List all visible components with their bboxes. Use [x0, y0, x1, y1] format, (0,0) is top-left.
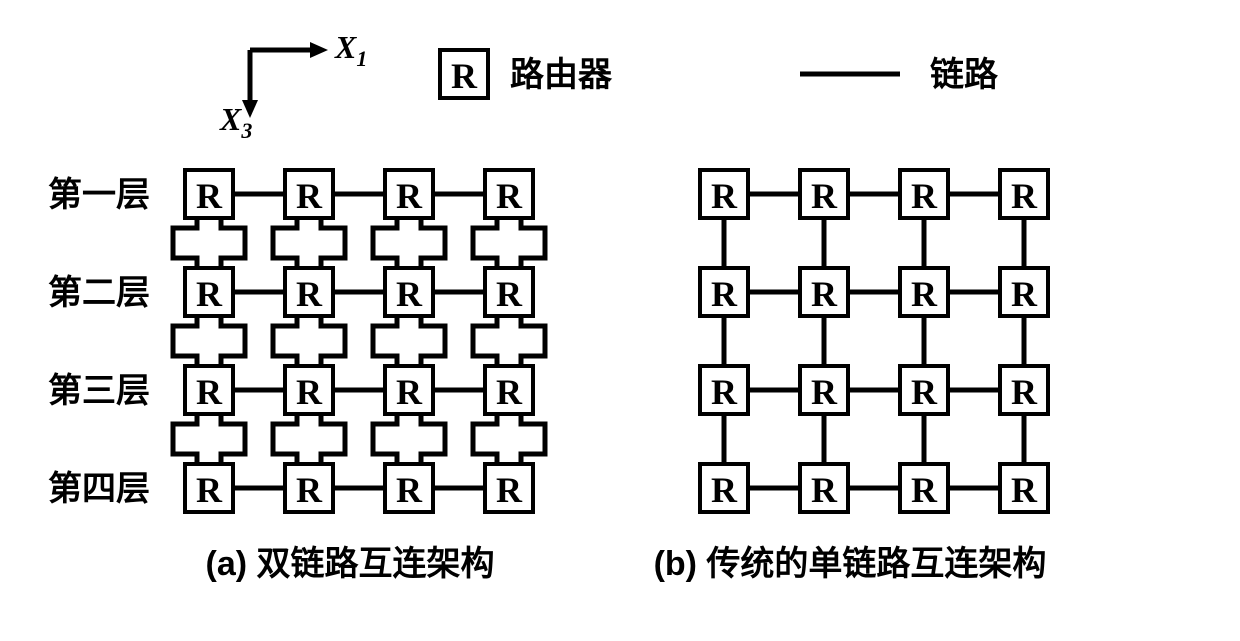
router-node-label: R	[296, 274, 323, 314]
v-link-left	[473, 316, 497, 366]
grid-a: R R R R R R R R R R R R R R R R	[173, 170, 545, 512]
legend-router-label: 路由器	[510, 56, 613, 94]
router-node-label: R	[396, 274, 423, 314]
router-node-label: R	[911, 176, 938, 216]
row-labels: 第一层 第二层 第三层 第四层	[48, 176, 150, 508]
row-label-2: 第二层	[48, 274, 150, 312]
axes-indicator: X1 X3	[219, 29, 367, 143]
router-node-label: R	[911, 470, 938, 510]
router-node-label: R	[396, 372, 423, 412]
router-node-label: R	[496, 470, 523, 510]
router-node-label: R	[396, 470, 423, 510]
row-label-3: 第三层	[48, 372, 150, 410]
legend-link-label: 链路	[930, 56, 999, 94]
router-node-label: R	[296, 470, 323, 510]
router-node-label: R	[296, 176, 323, 216]
router-node-label: R	[811, 274, 838, 314]
router-node-label: R	[811, 470, 838, 510]
router-node-label: R	[196, 372, 223, 412]
v-link-left	[273, 218, 297, 268]
caption-b: (b) 传统的单链路互连架构	[654, 545, 1047, 583]
v-link-left	[373, 316, 397, 366]
v-link-left	[173, 414, 197, 464]
v-link-right	[321, 316, 345, 366]
v-link-left	[373, 414, 397, 464]
v-link-left	[273, 414, 297, 464]
router-node-label: R	[811, 176, 838, 216]
row-label-4: 第四层	[48, 470, 150, 508]
axis-x-label: X	[334, 29, 357, 65]
grid-b: R R R R R R R R R R R R R R R R	[700, 170, 1048, 512]
v-link-left	[373, 218, 397, 268]
router-node-label: R	[711, 274, 738, 314]
router-node-label: R	[711, 372, 738, 412]
v-link-left	[273, 316, 297, 366]
router-node-label: R	[396, 176, 423, 216]
v-link-right	[421, 414, 445, 464]
router-node-label: R	[296, 372, 323, 412]
router-node-label: R	[1011, 372, 1038, 412]
v-link-right	[421, 218, 445, 268]
v-link-right	[321, 218, 345, 268]
axis-x-sub: 1	[356, 46, 367, 71]
v-link-right	[521, 218, 545, 268]
router-node-label: R	[196, 470, 223, 510]
v-link-right	[221, 316, 245, 366]
v-link-right	[521, 316, 545, 366]
router-node-label: R	[711, 176, 738, 216]
v-link-right	[321, 414, 345, 464]
router-node-label: R	[496, 176, 523, 216]
router-node-label: R	[1011, 470, 1038, 510]
v-link-right	[221, 414, 245, 464]
v-link-right	[221, 218, 245, 268]
router-node-label: R	[1011, 274, 1038, 314]
router-node-label: R	[811, 372, 838, 412]
router-node-label: R	[496, 372, 523, 412]
legend-router-symbol: R	[451, 56, 478, 96]
router-node-label: R	[911, 274, 938, 314]
router-node-label: R	[911, 372, 938, 412]
router-node-label: R	[1011, 176, 1038, 216]
axis-y-label: X	[219, 101, 242, 137]
router-node-label: R	[496, 274, 523, 314]
v-link-right	[421, 316, 445, 366]
router-node-label: R	[196, 176, 223, 216]
v-link-left	[473, 218, 497, 268]
router-node-label: R	[196, 274, 223, 314]
row-label-1: 第一层	[48, 176, 150, 214]
v-link-left	[173, 218, 197, 268]
v-link-left	[473, 414, 497, 464]
axis-y-sub: 3	[240, 118, 252, 143]
router-node-label: R	[711, 470, 738, 510]
legend: R 路由器 链路	[440, 50, 999, 98]
svg-text:X1: X1	[334, 29, 367, 71]
v-link-right	[521, 414, 545, 464]
diagram-svg: X1 X3 R 路由器 链路 第一层 第二层 第三层 第四层 RRRRRRRRR…	[20, 20, 1220, 621]
caption-a: (a) 双链路互连架构	[206, 545, 495, 583]
v-link-left	[173, 316, 197, 366]
